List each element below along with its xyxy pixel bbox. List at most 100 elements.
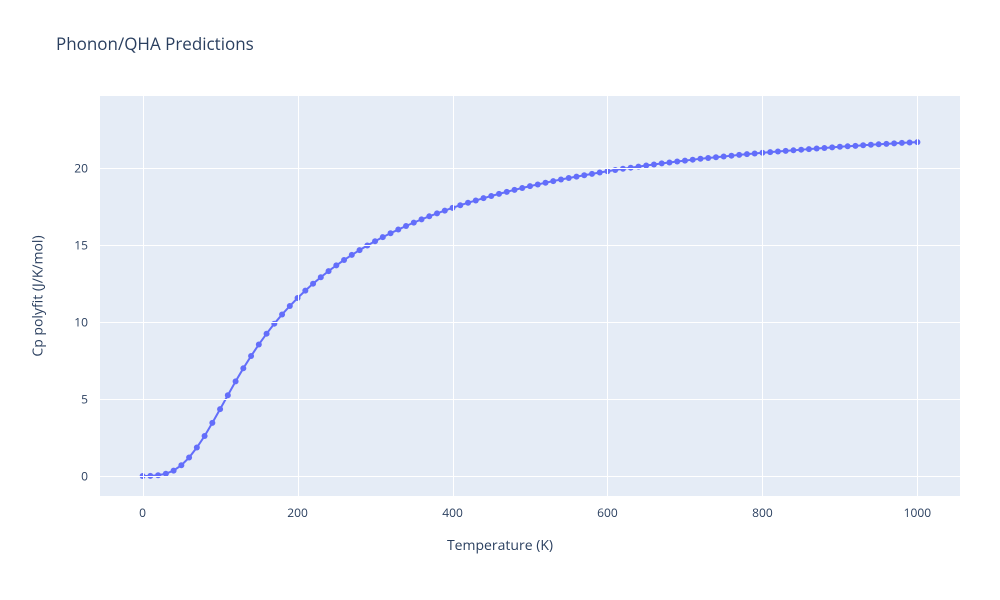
data-marker[interactable] — [566, 175, 572, 181]
data-marker[interactable] — [194, 445, 200, 451]
data-marker[interactable] — [581, 172, 587, 178]
data-marker[interactable] — [651, 161, 657, 167]
data-marker[interactable] — [899, 140, 905, 146]
data-marker[interactable] — [217, 406, 223, 412]
data-marker[interactable] — [806, 146, 812, 152]
data-marker[interactable] — [868, 142, 874, 148]
data-marker[interactable] — [713, 154, 719, 160]
data-marker[interactable] — [860, 142, 866, 148]
x-tick-label: 600 — [597, 504, 618, 521]
data-marker[interactable] — [682, 158, 688, 164]
data-marker[interactable] — [597, 169, 603, 175]
data-marker[interactable] — [829, 144, 835, 150]
data-marker[interactable] — [705, 155, 711, 161]
data-marker[interactable] — [457, 202, 463, 208]
gridline-vertical — [607, 96, 608, 496]
gridline-vertical — [143, 96, 144, 496]
data-marker[interactable] — [852, 143, 858, 149]
data-marker[interactable] — [380, 234, 386, 240]
data-marker[interactable] — [736, 152, 742, 158]
data-marker[interactable] — [674, 159, 680, 165]
data-marker[interactable] — [721, 153, 727, 159]
data-marker[interactable] — [411, 220, 417, 226]
data-marker[interactable] — [419, 216, 425, 222]
data-marker[interactable] — [527, 183, 533, 189]
gridline-vertical — [762, 96, 763, 496]
data-marker[interactable] — [186, 455, 192, 461]
data-marker[interactable] — [488, 193, 494, 199]
data-marker[interactable] — [302, 288, 308, 294]
data-marker[interactable] — [891, 140, 897, 146]
data-marker[interactable] — [845, 143, 851, 149]
data-marker[interactable] — [287, 303, 293, 309]
x-tick-label: 200 — [287, 504, 308, 521]
data-marker[interactable] — [388, 230, 394, 236]
data-marker[interactable] — [256, 341, 262, 347]
data-marker[interactable] — [790, 147, 796, 153]
data-marker[interactable] — [372, 238, 378, 244]
data-marker[interactable] — [209, 420, 215, 426]
data-marker[interactable] — [907, 139, 913, 145]
data-marker[interactable] — [279, 311, 285, 317]
data-marker[interactable] — [465, 200, 471, 206]
data-marker[interactable] — [504, 189, 510, 195]
chart-container: Phonon/QHA Predictions Temperature (K) C… — [0, 0, 1000, 600]
data-marker[interactable] — [752, 151, 758, 157]
data-marker[interactable] — [481, 195, 487, 201]
data-marker[interactable] — [821, 145, 827, 151]
data-marker[interactable] — [171, 468, 177, 474]
data-marker[interactable] — [519, 185, 525, 191]
data-marker[interactable] — [496, 191, 502, 197]
gridline-horizontal — [100, 322, 960, 323]
data-marker[interactable] — [550, 178, 556, 184]
data-marker[interactable] — [202, 433, 208, 439]
data-marker[interactable] — [573, 174, 579, 180]
data-marker[interactable] — [357, 247, 363, 253]
data-marker[interactable] — [264, 331, 270, 337]
data-marker[interactable] — [690, 157, 696, 163]
data-marker[interactable] — [225, 392, 231, 398]
data-marker[interactable] — [178, 462, 184, 468]
data-marker[interactable] — [473, 197, 479, 203]
data-marker[interactable] — [883, 141, 889, 147]
data-marker[interactable] — [697, 156, 703, 162]
x-tick-label: 400 — [442, 504, 463, 521]
x-tick-label: 1000 — [904, 504, 931, 521]
y-axis-label: Cp polyfit (J/K/mol) — [29, 235, 48, 356]
data-marker[interactable] — [310, 281, 316, 287]
data-marker[interactable] — [333, 262, 339, 268]
data-marker[interactable] — [535, 181, 541, 187]
data-marker[interactable] — [589, 171, 595, 177]
data-marker[interactable] — [543, 180, 549, 186]
data-marker[interactable] — [744, 151, 750, 157]
data-marker[interactable] — [558, 177, 564, 183]
data-marker[interactable] — [442, 208, 448, 214]
data-marker[interactable] — [403, 223, 409, 229]
data-marker[interactable] — [659, 160, 665, 166]
data-marker[interactable] — [728, 153, 734, 159]
data-marker[interactable] — [233, 378, 239, 384]
data-marker[interactable] — [876, 141, 882, 147]
data-marker[interactable] — [783, 148, 789, 154]
data-marker[interactable] — [837, 144, 843, 150]
data-marker[interactable] — [512, 187, 518, 193]
data-marker[interactable] — [426, 213, 432, 219]
data-marker[interactable] — [349, 252, 355, 258]
data-marker[interactable] — [434, 210, 440, 216]
gridline-vertical — [917, 96, 918, 496]
data-marker[interactable] — [341, 257, 347, 263]
data-marker[interactable] — [318, 274, 324, 280]
data-marker[interactable] — [395, 227, 401, 233]
data-marker[interactable] — [240, 365, 246, 371]
data-marker[interactable] — [248, 353, 254, 359]
data-marker[interactable] — [798, 147, 804, 153]
data-marker[interactable] — [767, 149, 773, 155]
gridline-horizontal — [100, 476, 960, 477]
plot-area[interactable] — [100, 96, 960, 496]
data-marker[interactable] — [814, 145, 820, 151]
data-marker[interactable] — [326, 268, 332, 274]
gridline-horizontal — [100, 245, 960, 246]
x-tick-label: 800 — [752, 504, 773, 521]
data-marker[interactable] — [666, 159, 672, 165]
data-marker[interactable] — [775, 149, 781, 155]
